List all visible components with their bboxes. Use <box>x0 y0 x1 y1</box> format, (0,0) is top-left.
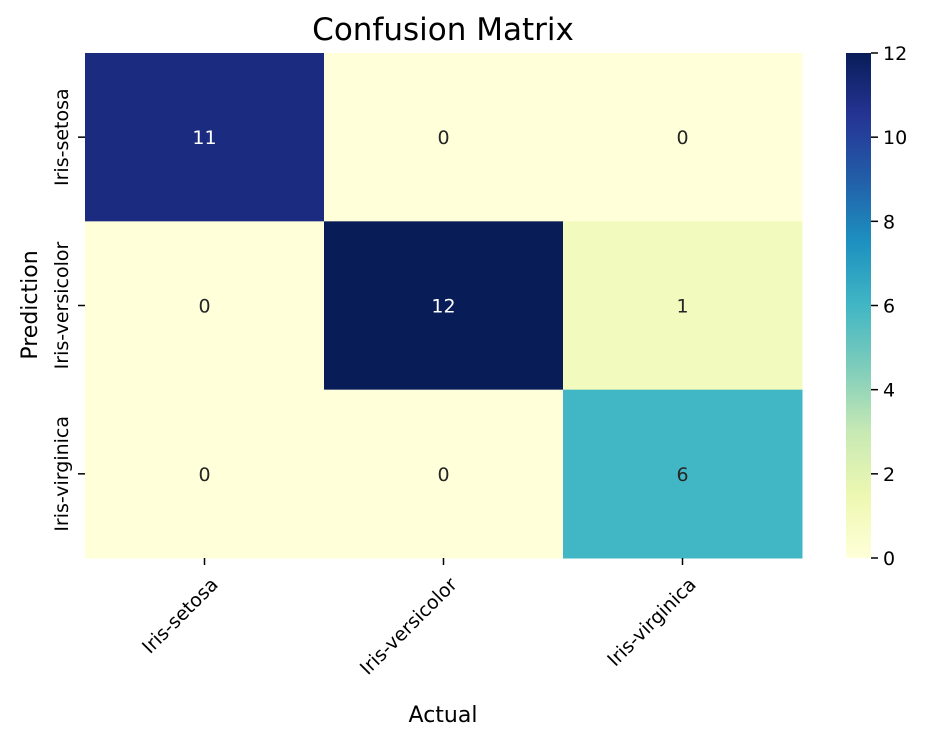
heatmap-cell <box>563 221 803 391</box>
heatmap-cell <box>563 389 803 559</box>
y-tick-label: Iris-setosa <box>51 88 73 186</box>
colorbar-tick-label: 4 <box>883 380 895 402</box>
x-axis-label: Actual <box>409 703 478 728</box>
y-tick-label: Iris-versicolor <box>51 241 73 369</box>
colorbar-tick-label: 12 <box>883 43 907 65</box>
y-tick-label: Iris-virginica <box>51 416 73 532</box>
y-axis-label: Prediction <box>18 250 43 359</box>
cell-value-label: 11 <box>192 127 216 149</box>
colorbar-tick-label: 2 <box>883 464 895 486</box>
cell-value-label: 0 <box>437 127 449 149</box>
colorbar-gradient <box>846 53 871 558</box>
heatmap-cell <box>85 53 325 222</box>
colorbar-tick-label: 8 <box>883 211 895 233</box>
heatmap-cell <box>85 221 325 391</box>
x-tick-label: Iris-virginica <box>603 574 700 671</box>
y-axis-ticks: Iris-setosa Iris-versicolor Iris-virginica <box>51 88 85 532</box>
cell-value-label: 0 <box>198 464 210 486</box>
heatmap-cell <box>324 53 564 222</box>
x-tick-label: Iris-versicolor <box>356 573 462 679</box>
heatmap-cell <box>85 389 325 559</box>
cell-value-label: 0 <box>198 296 210 318</box>
colorbar-tick-label: 0 <box>883 548 895 570</box>
cell-value-label: 12 <box>431 296 455 318</box>
x-tick-label: Iris-setosa <box>138 574 223 659</box>
heatmap-cell <box>324 389 564 559</box>
heatmap-cells: 11 0 0 0 12 1 0 0 6 <box>85 53 803 559</box>
x-axis-ticks: Iris-setosa Iris-versicolor Iris-virginica <box>138 558 701 679</box>
cell-value-label: 6 <box>676 464 688 486</box>
heatmap-cell <box>563 53 803 222</box>
cell-value-label: 0 <box>676 127 688 149</box>
chart-title: Confusion Matrix <box>312 12 574 48</box>
cell-value-label: 1 <box>676 296 688 318</box>
heatmap-cell <box>324 221 564 391</box>
colorbar-tick-label: 10 <box>883 127 907 149</box>
colorbar: 0 2 4 6 8 10 12 <box>846 43 907 570</box>
cell-value-label: 0 <box>437 464 449 486</box>
colorbar-tick-label: 6 <box>883 296 895 318</box>
